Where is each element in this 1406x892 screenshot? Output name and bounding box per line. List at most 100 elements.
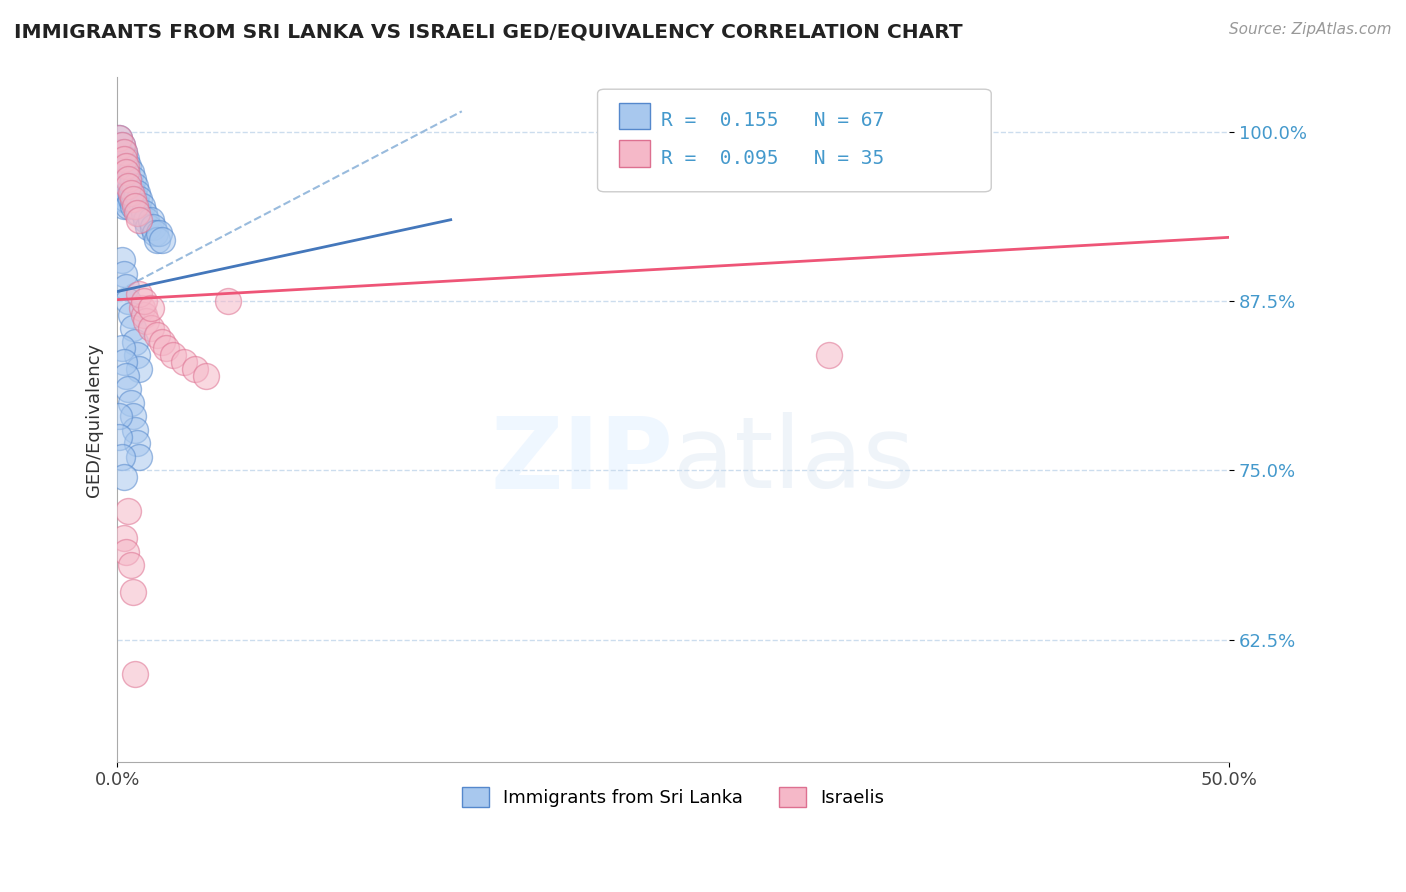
Point (124, 199, 146, 213)
Point (115, 193, 138, 207)
Point (121, 585, 143, 599)
Point (115, 178, 138, 193)
Point (120, 308, 142, 322)
Point (121, 199, 143, 213)
Point (117, 172, 139, 186)
Point (124, 666, 146, 681)
Point (112, 186, 135, 200)
Point (132, 293, 155, 308)
Point (117, 199, 139, 213)
Point (139, 301, 162, 315)
Point (120, 558, 142, 573)
Point (124, 178, 146, 193)
Point (128, 206, 150, 220)
Point (121, 172, 143, 186)
Point (148, 227, 170, 241)
Point (108, 429, 131, 443)
Point (117, 159, 139, 173)
Text: atlas: atlas (673, 412, 915, 509)
Point (115, 545, 138, 559)
Point (139, 321, 162, 335)
Point (817, 348, 839, 362)
Y-axis label: GED/Equivalency: GED/Equivalency (86, 343, 103, 497)
Point (115, 165, 138, 179)
Point (115, 152, 138, 166)
Point (112, 145, 135, 159)
Point (120, 178, 142, 193)
Point (132, 308, 155, 322)
Legend: Immigrants from Sri Lanka, Israelis: Immigrants from Sri Lanka, Israelis (454, 780, 891, 814)
Point (128, 193, 150, 207)
Point (117, 186, 139, 200)
Point (195, 368, 218, 383)
Point (142, 219, 165, 234)
Point (115, 165, 138, 179)
Point (146, 327, 169, 342)
Point (111, 138, 134, 153)
Point (112, 355, 135, 369)
Point (184, 361, 207, 376)
Point (112, 172, 135, 186)
Point (111, 342, 134, 356)
Point (117, 172, 139, 186)
Point (173, 355, 195, 369)
Point (120, 165, 142, 179)
Point (128, 450, 150, 464)
Point (115, 280, 138, 294)
Point (112, 531, 135, 545)
Point (108, 172, 131, 186)
Point (112, 152, 135, 166)
Point (128, 212, 150, 227)
Text: Source: ZipAtlas.com: Source: ZipAtlas.com (1229, 22, 1392, 37)
Point (112, 470, 135, 484)
Text: R =  0.095   N = 35: R = 0.095 N = 35 (661, 149, 884, 168)
Point (143, 227, 166, 241)
Point (117, 293, 139, 308)
Text: IMMIGRANTS FROM SRI LANKA VS ISRAELI GED/EQUIVALENCY CORRELATION CHART: IMMIGRANTS FROM SRI LANKA VS ISRAELI GED… (14, 22, 963, 41)
Point (117, 504, 139, 518)
Text: R =  0.155   N = 67: R = 0.155 N = 67 (661, 112, 884, 130)
Point (124, 334, 146, 349)
Point (111, 165, 134, 179)
Point (108, 131, 131, 145)
Point (111, 178, 134, 193)
Point (127, 348, 149, 362)
Point (121, 321, 143, 335)
Point (127, 436, 149, 450)
Point (146, 233, 169, 247)
Point (135, 212, 157, 227)
Point (112, 199, 135, 213)
Point (117, 382, 139, 396)
Point (117, 178, 139, 193)
Point (131, 199, 153, 213)
Point (127, 206, 149, 220)
Point (127, 199, 149, 213)
Point (112, 145, 135, 159)
Point (121, 186, 143, 200)
Point (111, 450, 134, 464)
Point (108, 145, 131, 159)
Point (111, 253, 134, 268)
Point (150, 334, 173, 349)
Point (127, 186, 149, 200)
Point (108, 159, 131, 173)
Point (139, 212, 162, 227)
Point (124, 423, 146, 437)
Point (108, 131, 131, 145)
Point (131, 301, 153, 315)
Point (217, 293, 239, 308)
Point (111, 152, 134, 166)
Point (162, 348, 184, 362)
Point (128, 287, 150, 301)
Point (132, 206, 155, 220)
Point (111, 138, 134, 153)
Point (120, 395, 142, 409)
Point (115, 368, 138, 383)
Point (120, 193, 142, 207)
Point (135, 314, 157, 328)
Point (136, 219, 159, 234)
Point (108, 409, 131, 424)
Point (112, 267, 135, 281)
Point (115, 159, 138, 173)
Point (111, 193, 134, 207)
